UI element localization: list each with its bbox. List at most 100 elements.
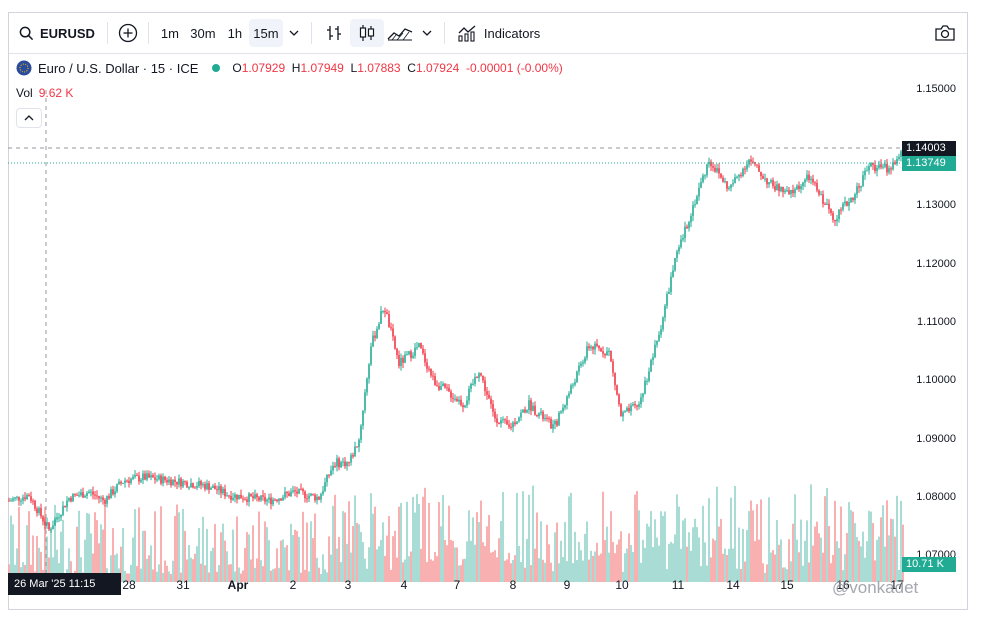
candle-body <box>780 186 782 192</box>
volume-bar <box>436 556 438 582</box>
volume-bar <box>740 569 742 582</box>
candle-body <box>774 186 776 191</box>
add-circle-icon <box>118 23 138 43</box>
volume-bar <box>224 540 226 582</box>
candle-body <box>516 421 518 425</box>
volume-bar <box>524 567 526 582</box>
candle-body <box>64 505 66 508</box>
volume-bar <box>382 522 384 582</box>
collapse-legend-button[interactable] <box>16 108 42 128</box>
candle-body <box>650 359 652 372</box>
candle-body <box>464 405 466 408</box>
indicators-label: Indicators <box>483 25 541 41</box>
candle-body <box>292 490 294 492</box>
volume-bar <box>548 544 550 582</box>
volume-bar <box>820 537 822 582</box>
volume-bar <box>700 566 702 582</box>
volume-bar <box>416 494 418 582</box>
volume-bar <box>28 511 30 582</box>
candle-body <box>380 311 382 324</box>
volume-bar <box>644 547 646 582</box>
candle-body <box>876 167 878 172</box>
volume-bar <box>244 547 246 582</box>
volume-bar <box>596 542 598 582</box>
volume-bar <box>638 510 640 582</box>
candle-body <box>766 178 768 185</box>
candle-body <box>390 327 392 329</box>
candle-body <box>448 387 450 392</box>
volume-bar <box>332 505 334 582</box>
volume-bar <box>758 539 760 582</box>
volume-bar <box>728 548 730 582</box>
candle-body <box>686 226 688 229</box>
volume-bar <box>802 565 804 582</box>
snapshot-button[interactable] <box>931 19 959 47</box>
candle-body <box>340 462 342 468</box>
indicators-button[interactable]: Indicators <box>451 19 546 47</box>
volume-bar <box>256 558 258 582</box>
volume-bar <box>732 548 734 582</box>
volume-bar <box>414 512 416 582</box>
volume-bar <box>44 507 46 582</box>
candle-body <box>32 500 34 502</box>
volume-bar <box>556 522 558 582</box>
volume-bar <box>460 565 462 582</box>
volume-bar <box>536 512 538 582</box>
volume-bar <box>620 531 622 582</box>
volume-bar <box>606 526 608 582</box>
volume-bar <box>100 524 102 582</box>
volume-bar <box>760 499 762 582</box>
volume-bar <box>748 511 750 582</box>
volume-bar <box>368 547 370 582</box>
timeframe-dropdown[interactable] <box>283 19 305 47</box>
candle-body <box>636 405 638 407</box>
candle-body <box>100 497 102 499</box>
candle-body <box>46 522 48 525</box>
candle-body <box>120 481 122 484</box>
volume-bar <box>204 565 206 582</box>
chart-type-dropdown[interactable] <box>416 19 438 47</box>
candle-body <box>676 251 678 259</box>
candle-body <box>168 479 170 483</box>
candle-body <box>784 190 786 193</box>
candle-body <box>490 398 492 405</box>
candle-body <box>50 529 52 531</box>
candle-body <box>842 203 844 210</box>
area-style-button[interactable] <box>384 19 416 47</box>
volume-bar <box>882 505 884 582</box>
volume-bar <box>500 521 502 582</box>
time-tick-label: 3 <box>344 578 352 592</box>
volume-bar <box>876 539 878 582</box>
candle-body <box>550 418 552 429</box>
candles-style-button[interactable] <box>349 19 384 47</box>
volume-bar <box>410 551 412 582</box>
candle-body <box>104 500 106 504</box>
candle-body <box>346 462 348 467</box>
indicators-icon <box>458 25 476 42</box>
candle-body <box>394 336 396 349</box>
candle-body <box>492 404 494 412</box>
volume-bar <box>170 573 172 582</box>
time-tick-label: 14 <box>726 578 740 592</box>
volume-bar <box>384 555 386 582</box>
candle-body <box>342 461 344 463</box>
timeframe-1m[interactable]: 1m <box>160 25 179 41</box>
timeframe-1h[interactable]: 1h <box>227 25 243 41</box>
timeframe-15m[interactable]: 15m <box>248 19 283 47</box>
compare-button[interactable] <box>114 19 142 47</box>
candle-body <box>588 346 590 349</box>
volume-bar <box>550 562 552 582</box>
volume-bar <box>144 530 146 582</box>
volume-bar <box>494 550 496 582</box>
timeframe-30m[interactable]: 30m <box>190 25 216 41</box>
bar-replay-button[interactable] <box>318 19 350 47</box>
volume-bar <box>510 563 512 582</box>
volume-bar <box>94 512 96 582</box>
candle-body <box>434 375 436 386</box>
candle-body <box>134 475 136 477</box>
watermark: @vonkadet <box>832 578 919 597</box>
symbol-search[interactable]: EURUSD <box>13 19 101 47</box>
volume-bar <box>388 516 390 582</box>
volume-bar <box>166 565 168 582</box>
